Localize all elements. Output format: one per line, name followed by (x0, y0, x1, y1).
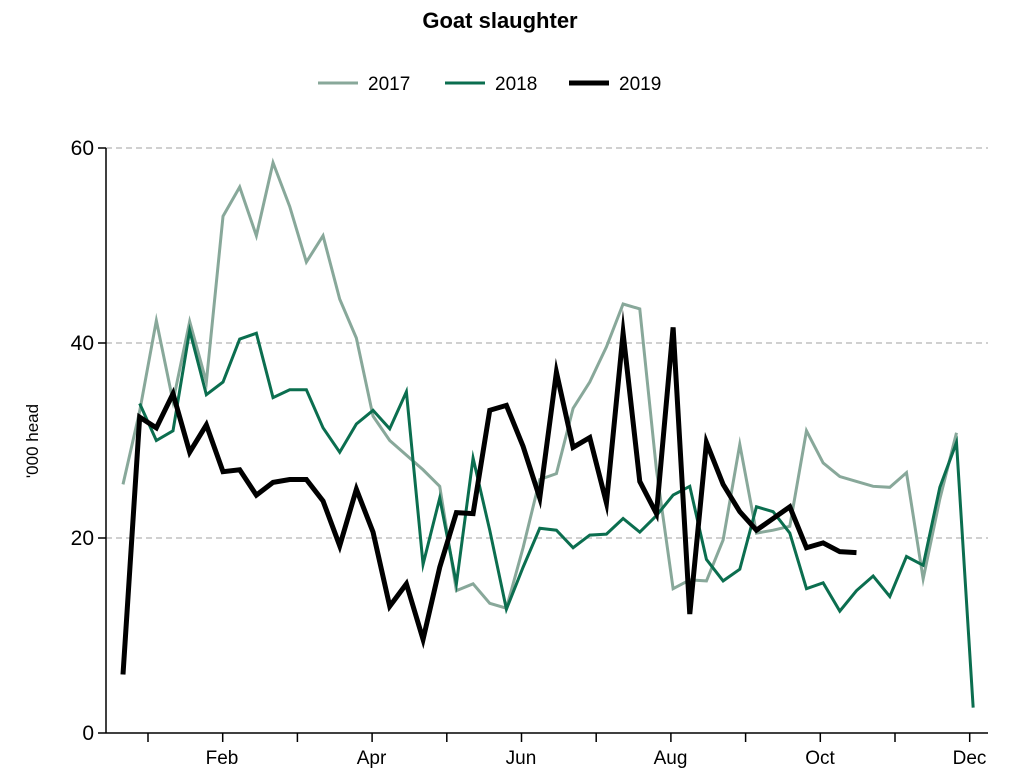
series-lines (120, 157, 975, 708)
chart-title: Goat slaughter (422, 8, 578, 33)
x-tick-label: Feb (206, 748, 239, 769)
x-tick-label: Oct (805, 748, 835, 769)
series-line-2017 (121, 157, 958, 611)
legend: 2017 2018 2019 (318, 74, 661, 95)
axes: 0 20 40 60 Feb Apr Jun Aug Oct Dec (71, 137, 988, 769)
x-tick-label: Apr (357, 748, 387, 769)
series-line-2019 (120, 309, 857, 675)
y-tick-label: 60 (71, 137, 94, 160)
legend-label-2018: 2018 (495, 74, 537, 95)
y-tick-label: 0 (82, 722, 94, 745)
gridlines (106, 147, 988, 539)
x-tick-label: Dec (953, 748, 987, 769)
series-line-2018 (138, 323, 975, 708)
y-tick-label: 20 (71, 527, 94, 550)
legend-label-2017: 2017 (368, 74, 410, 95)
legend-label-2019: 2019 (619, 74, 661, 95)
x-tick-label: Jun (506, 748, 537, 769)
x-tick-label: Aug (654, 748, 688, 769)
y-tick-label: 40 (71, 332, 94, 355)
y-axis-label: '000 head (23, 404, 42, 478)
